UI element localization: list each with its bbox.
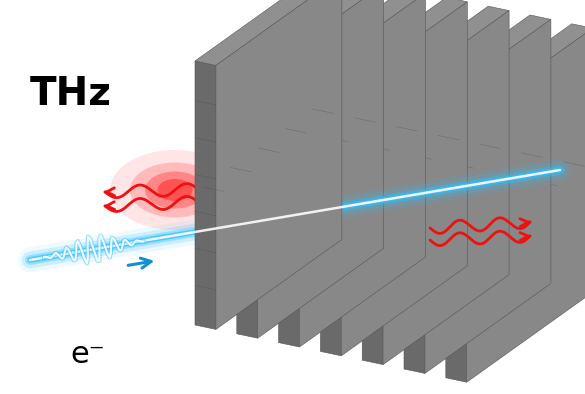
Polygon shape xyxy=(446,24,585,118)
Polygon shape xyxy=(446,114,467,382)
Polygon shape xyxy=(321,0,467,92)
Ellipse shape xyxy=(380,193,510,283)
Ellipse shape xyxy=(110,150,240,230)
Ellipse shape xyxy=(130,162,220,217)
Polygon shape xyxy=(216,0,342,329)
Polygon shape xyxy=(425,19,551,374)
Polygon shape xyxy=(362,96,383,364)
Text: THz: THz xyxy=(30,75,112,113)
Text: e⁻: e⁻ xyxy=(70,340,105,369)
Ellipse shape xyxy=(145,171,205,208)
Polygon shape xyxy=(195,0,342,65)
Polygon shape xyxy=(278,78,300,347)
Polygon shape xyxy=(341,2,467,356)
Ellipse shape xyxy=(428,225,463,251)
Ellipse shape xyxy=(400,207,490,269)
Polygon shape xyxy=(467,28,585,382)
Polygon shape xyxy=(362,6,509,100)
Polygon shape xyxy=(321,87,341,356)
Ellipse shape xyxy=(415,217,475,259)
Polygon shape xyxy=(404,105,425,374)
Polygon shape xyxy=(237,0,384,74)
Polygon shape xyxy=(383,11,509,364)
Polygon shape xyxy=(237,70,258,338)
Polygon shape xyxy=(258,0,384,338)
Polygon shape xyxy=(278,0,425,83)
Ellipse shape xyxy=(157,179,192,201)
Polygon shape xyxy=(404,15,551,110)
Polygon shape xyxy=(195,61,216,329)
Polygon shape xyxy=(300,0,425,347)
